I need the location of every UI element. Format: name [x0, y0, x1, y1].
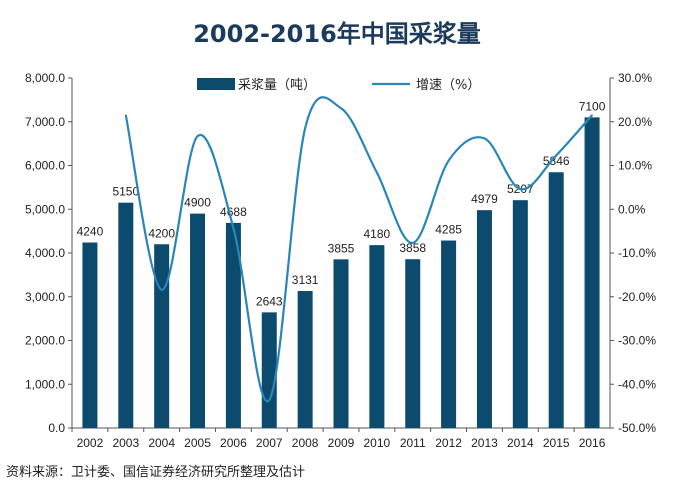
bar-2003 [118, 202, 134, 428]
bar-2007 [261, 312, 277, 428]
growth-point [555, 154, 557, 157]
y-right-tick-label: 20.0% [618, 115, 652, 129]
legend-bar-label: 采浆量（吨） [238, 78, 316, 93]
y-right-tick-label: 30.0% [618, 71, 652, 85]
bar-2016 [584, 117, 600, 428]
legend-bar-swatch [197, 78, 235, 90]
y-right-tick-label: 10.0% [618, 159, 652, 173]
y-left-tick-label: 1,000.0 [25, 377, 65, 391]
growth-point [376, 171, 378, 174]
x-tick-label: 2014 [507, 436, 534, 450]
bar-2014 [512, 200, 528, 428]
growth-point [483, 137, 486, 140]
growth-point [304, 127, 306, 130]
legend-line-label: 增速（%） [416, 78, 480, 93]
x-tick-label: 2011 [400, 436, 426, 450]
growth-point [340, 107, 342, 109]
growth-point [591, 114, 593, 116]
bar-2005 [190, 213, 206, 428]
bar-2009 [333, 259, 349, 428]
bar-data-label: 3855 [328, 241, 355, 255]
bar-2010 [369, 245, 385, 428]
bar-data-label: 4240 [77, 225, 104, 239]
x-tick-label: 2016 [579, 436, 606, 450]
bar-2008 [297, 291, 313, 428]
x-tick-label: 2013 [471, 436, 498, 450]
x-tick-label: 2003 [112, 436, 139, 450]
bar-data-label: 3131 [292, 273, 319, 287]
y-right-tick-label: -40.0% [618, 377, 656, 391]
x-tick-label: 2006 [220, 436, 247, 450]
x-tick-label: 2012 [435, 436, 462, 450]
bar-2012 [441, 240, 457, 428]
growth-point [268, 399, 271, 401]
x-tick-label: 2008 [292, 436, 319, 450]
bar-2006 [225, 222, 241, 428]
y-right-tick-label: 0.0% [618, 202, 646, 216]
bar-data-label: 4688 [220, 205, 247, 219]
x-tick-label: 2002 [77, 436, 104, 450]
bar-data-label: 4200 [148, 226, 175, 240]
bar-data-label: 4180 [364, 227, 391, 241]
bar-data-label: 4979 [471, 192, 498, 206]
x-tick-label: 2004 [148, 436, 175, 450]
y-right-tick-label: -20.0% [618, 290, 656, 304]
bar-2011 [405, 259, 421, 428]
y-right-tick-label: -50.0% [618, 421, 656, 435]
growth-point [232, 227, 235, 229]
y-right-tick-label: -30.0% [618, 334, 656, 348]
chart-title: 2002-2016年中国采浆量 [193, 20, 481, 48]
y-right-tick-label: -10.0% [618, 246, 656, 260]
bar-data-label: 2643 [256, 294, 283, 308]
growth-point [125, 114, 127, 116]
growth-point [411, 242, 414, 244]
x-tick-label: 2007 [256, 436, 283, 450]
bar-data-label: 5150 [112, 185, 139, 199]
growth-point [447, 159, 450, 162]
x-tick-label: 2010 [364, 436, 391, 450]
y-left-tick-label: 2,000.0 [25, 334, 65, 348]
x-tick-label: 2015 [543, 436, 570, 450]
bar-2015 [548, 172, 564, 428]
y-left-tick-label: 8,000.0 [25, 71, 65, 85]
y-left-tick-label: 3,000.0 [25, 290, 65, 304]
growth-point [196, 135, 199, 137]
y-left-tick-label: 7,000.0 [25, 115, 65, 129]
x-tick-label: 2005 [184, 436, 211, 450]
growth-line [124, 96, 593, 403]
y-left-tick-label: 4,000.0 [25, 246, 65, 260]
y-left-tick-label: 6,000.0 [25, 159, 65, 173]
growth-point [519, 188, 522, 190]
bar-2004 [154, 244, 170, 428]
bar-data-label: 3858 [399, 241, 426, 255]
bar-data-label: 7100 [579, 99, 606, 113]
growth-point [160, 288, 163, 291]
source-note: 资料来源：卫计委、国信证券经济研究所整理及估计 [6, 465, 306, 480]
bar-data-label: 4900 [184, 196, 211, 210]
bar-2002 [82, 242, 98, 428]
bar-2013 [476, 210, 492, 428]
y-left-tick-label: 5,000.0 [25, 202, 65, 216]
y-left-tick-label: 0.0 [48, 421, 65, 435]
bar-data-label: 4285 [435, 223, 462, 237]
x-tick-label: 2009 [328, 436, 355, 450]
